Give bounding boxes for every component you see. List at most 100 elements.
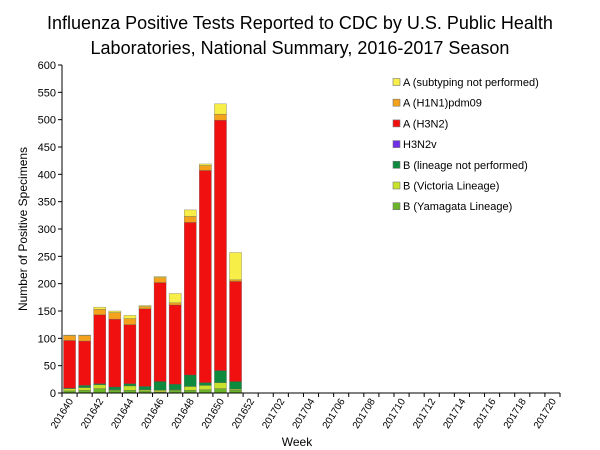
bar-201641-series-2 <box>78 385 91 388</box>
bar-201646-series-2 <box>153 381 167 391</box>
bar-201645-series-2 <box>138 386 152 390</box>
legend-label-2: A (H3N2) <box>403 118 448 130</box>
bar-201645-series-4 <box>138 308 152 387</box>
bar-201642-series-4 <box>93 314 107 384</box>
bar-201651-series-6 <box>229 252 242 281</box>
legend-swatch-2 <box>392 119 401 128</box>
bars-group <box>63 103 242 394</box>
bar-201643-series-4 <box>108 318 122 388</box>
bar-201649-series-4 <box>199 170 212 383</box>
x-tick-label-201650: 201650 <box>200 396 227 430</box>
bar-201645-series-6 <box>138 305 152 307</box>
legend-label-1: A (H1N1)pdm09 <box>403 98 482 110</box>
bar-201641-series-6 <box>78 334 91 336</box>
legend-label-3: H3N2v <box>403 139 437 151</box>
bar-201642-series-5 <box>93 309 107 316</box>
x-tick-label-201706: 201706 <box>321 396 348 430</box>
legend-label-6: B (Yamagata Lineage) <box>403 201 512 213</box>
bar-201651-series-4 <box>229 281 242 382</box>
bar-201647-series-5 <box>168 302 182 306</box>
bar-201641-series-1 <box>78 387 91 391</box>
y-tick-label-100: 100 <box>38 333 56 345</box>
bar-201649-series-2 <box>199 382 212 386</box>
bar-201650-series-5 <box>214 113 227 121</box>
bar-201650-series-4 <box>214 119 227 371</box>
x-tick-label-201710: 201710 <box>381 396 408 430</box>
bar-201650-series-1 <box>214 382 227 389</box>
legend-swatch-3 <box>392 140 401 148</box>
legend-label-0: A (subtyping not performed) <box>403 77 539 89</box>
bar-201640-series-6 <box>63 334 76 336</box>
x-tick-label-201648: 201648 <box>170 396 197 430</box>
y-tick-label-0: 0 <box>50 388 56 400</box>
bar-201642-series-1 <box>93 384 107 389</box>
bar-201650-series-2 <box>214 370 227 383</box>
legend-swatch-4 <box>392 161 401 169</box>
legend-label-5: B (Victoria Lineage) <box>403 181 499 193</box>
legend-swatch-5 <box>392 181 401 190</box>
x-tick-label-201720: 201720 <box>532 396 559 430</box>
bar-201649-series-5 <box>199 165 212 171</box>
bar-201648-series-6 <box>183 209 197 217</box>
legend: A (subtyping not performed) A (H1N1)pdm09… <box>392 77 539 213</box>
bar-201647-series-2 <box>168 384 182 390</box>
bar-201644-series-4 <box>123 324 137 384</box>
y-tick-label-600: 600 <box>38 60 56 72</box>
x-tick-label-201644: 201644 <box>109 396 136 430</box>
x-tick-label-201712: 201712 <box>411 396 438 430</box>
x-tick-label-201714: 201714 <box>441 396 468 430</box>
bar-201648-series-5 <box>183 216 197 223</box>
bar-201644-series-5 <box>123 318 137 325</box>
bar-201642-series-0 <box>93 388 107 394</box>
bar-201640-series-1 <box>63 388 76 392</box>
x-tick-label-201642: 201642 <box>79 396 106 430</box>
bar-201646-series-6 <box>153 276 167 278</box>
bar-201650-series-0 <box>214 388 227 394</box>
chart-title-line-1: Influenza Positive Tests Reported to CDC… <box>47 13 553 33</box>
bar-201648-series-1 <box>183 386 197 391</box>
bar-201645-series-5 <box>138 306 152 310</box>
y-tick-label-350: 350 <box>38 197 56 209</box>
bar-201649-series-1 <box>199 385 212 390</box>
bar-201641-series-5 <box>78 335 91 342</box>
bar-201649-series-6 <box>199 163 212 166</box>
legend-swatch-6 <box>392 202 401 210</box>
bar-201648-series-2 <box>183 374 197 387</box>
bar-201642-series-6 <box>93 306 107 310</box>
chart-title-line-2: Laboratories, National Summary, 2016-201… <box>91 38 510 58</box>
x-tick-label-201640: 201640 <box>49 396 76 430</box>
bar-201643-series-2 <box>108 386 122 390</box>
bar-201640-series-5 <box>63 335 76 341</box>
x-axis-label: Week <box>282 435 313 449</box>
x-tick-label-201652: 201652 <box>230 396 257 430</box>
bar-201643-series-6 <box>108 310 122 313</box>
y-axis-label: Number of Positive Specimens <box>16 147 30 311</box>
bar-201641-series-4 <box>78 340 91 386</box>
legend-swatch-0 <box>392 78 401 86</box>
bar-201651-series-2 <box>229 381 242 390</box>
bar-201643-series-5 <box>108 312 122 320</box>
bar-201644-series-6 <box>123 315 137 319</box>
x-tick-label-201646: 201646 <box>140 396 167 430</box>
bar-201647-series-4 <box>168 304 182 385</box>
x-tick-label-201718: 201718 <box>502 396 529 430</box>
y-tick-label-50: 50 <box>44 361 56 373</box>
bar-201644-series-1 <box>123 385 137 391</box>
legend-label-4: B (lineage not performed) <box>403 160 528 172</box>
x-tick-label-201704: 201704 <box>291 396 318 430</box>
y-tick-label-400: 400 <box>38 169 56 181</box>
bar-201640-series-4 <box>63 340 76 389</box>
bar-201647-series-6 <box>168 293 182 304</box>
y-tick-label-300: 300 <box>38 224 56 236</box>
bar-201646-series-5 <box>153 277 167 283</box>
y-tick-label-450: 450 <box>38 142 56 154</box>
bar-201650-series-6 <box>214 103 227 115</box>
x-tick-label-201708: 201708 <box>351 396 378 430</box>
x-tick-label-201702: 201702 <box>260 396 287 430</box>
bar-201648-series-4 <box>183 222 197 376</box>
y-tick-label-550: 550 <box>38 87 56 99</box>
y-tick-label-500: 500 <box>38 115 56 127</box>
legend-swatch-1 <box>392 98 401 107</box>
bar-201644-series-2 <box>123 383 137 387</box>
